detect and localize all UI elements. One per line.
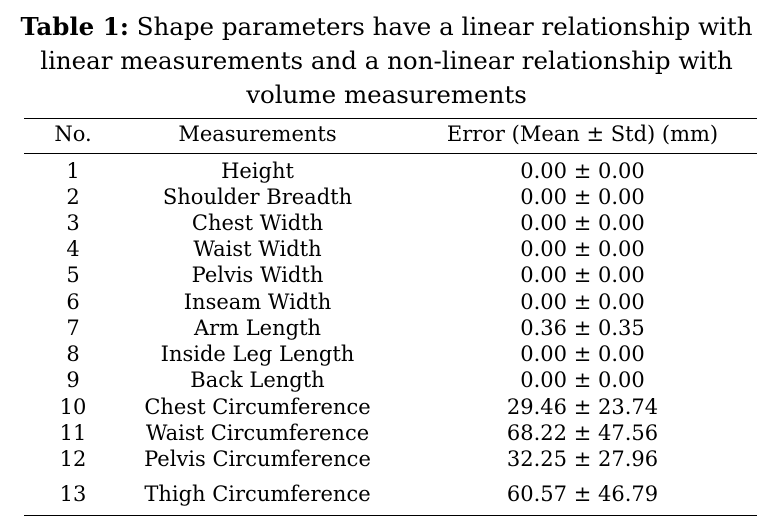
caption-line-3: volume measurements (246, 80, 527, 109)
table-header-rule (24, 153, 757, 154)
cell-error: 0.00 ± 0.00 (520, 185, 645, 209)
cell-error: 0.00 ± 0.00 (520, 290, 645, 314)
cell-measurement: Height (221, 159, 294, 183)
cell-error: 0.00 ± 0.00 (520, 368, 645, 392)
cell-no: 2 (66, 185, 80, 209)
cell-measurement: Pelvis Width (191, 263, 324, 287)
cell-no: 5 (66, 263, 80, 287)
cell-measurement: Inside Leg Length (160, 342, 355, 366)
cell-error: 68.22 ± 47.56 (506, 421, 659, 445)
cell-error: 32.25 ± 27.96 (506, 447, 659, 471)
table-bottom-rule (24, 515, 757, 516)
caption-line-1: Table 1: Shape parameters have a linear … (0, 10, 773, 44)
table-caption: Table 1: Shape parameters have a linear … (0, 10, 773, 112)
cell-measurement: Waist Circumference (145, 421, 370, 445)
header-error: Error (Mean ± Std) (mm) (446, 122, 719, 146)
cell-no: 7 (66, 316, 80, 340)
cell-error: 29.46 ± 23.74 (506, 395, 659, 419)
cell-error: 0.36 ± 0.35 (520, 316, 645, 340)
cell-measurement: Waist Width (193, 237, 322, 261)
cell-error: 0.00 ± 0.00 (520, 263, 645, 287)
cell-no: 11 (59, 421, 87, 445)
caption-text-1: Shape parameters have a linear relations… (136, 12, 753, 41)
header-measurements: Measurements (178, 122, 337, 146)
cell-measurement: Chest Width (191, 211, 324, 235)
cell-no: 4 (66, 237, 80, 261)
cell-no: 10 (59, 395, 87, 419)
cell-no: 3 (66, 211, 80, 235)
caption-line-2: linear measurements and a non-linear rel… (40, 46, 733, 75)
cell-no: 6 (66, 290, 80, 314)
cell-no: 13 (59, 482, 87, 506)
cell-measurement: Back Length (190, 368, 325, 392)
cell-measurement: Chest Circumference (144, 395, 371, 419)
cell-measurement: Arm Length (193, 316, 322, 340)
cell-no: 12 (59, 447, 87, 471)
cell-measurement: Shoulder Breadth (162, 185, 353, 209)
cell-no: 1 (66, 159, 80, 183)
cell-error: 0.00 ± 0.00 (520, 159, 645, 183)
header-no: No. (54, 122, 92, 146)
cell-measurement: Thigh Circumference (144, 482, 371, 506)
table-top-rule (24, 118, 757, 119)
cell-error: 0.00 ± 0.00 (520, 342, 645, 366)
cell-no: 9 (66, 368, 80, 392)
cell-error: 0.00 ± 0.00 (520, 211, 645, 235)
caption-label: Table 1: (20, 12, 129, 41)
cell-error: 0.00 ± 0.00 (520, 237, 645, 261)
cell-error: 60.57 ± 46.79 (506, 482, 659, 506)
cell-measurement: Inseam Width (183, 290, 332, 314)
cell-measurement: Pelvis Circumference (144, 447, 371, 471)
cell-no: 8 (66, 342, 80, 366)
